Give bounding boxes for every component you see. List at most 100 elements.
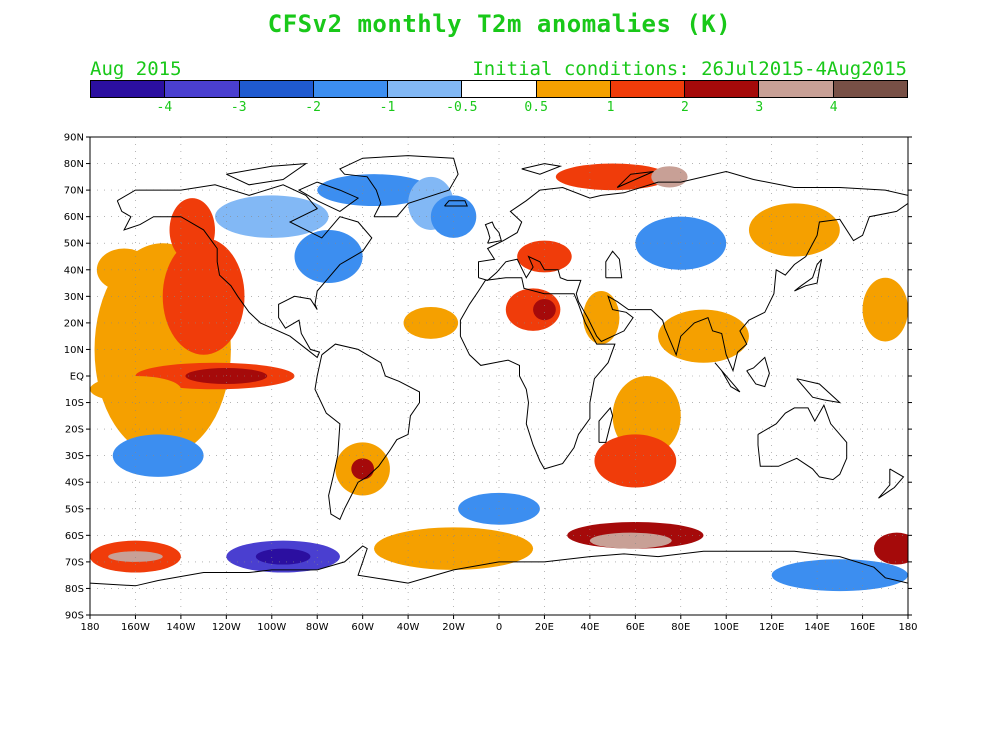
coastline (796, 378, 842, 404)
latitude-label: 70N (64, 186, 84, 197)
latitude-labels: 90N 80N 70N 60N 50N 40N 30N 20N 10N EQ 10S 20S 30S 40… (64, 133, 84, 622)
anomaly-region (583, 291, 620, 345)
colorbar-tick-label: -3 (230, 100, 247, 115)
axis-ticks (86, 136, 912, 619)
anomaly-region (403, 306, 459, 339)
anomaly-region (771, 559, 908, 592)
colorbar-swatch (833, 81, 907, 97)
colorbar-tick-label: -0.5 (446, 100, 478, 115)
coastline (598, 406, 614, 443)
anomaly-region (862, 277, 908, 342)
longitude-label: 180 (898, 622, 917, 633)
anomaly-region (651, 166, 688, 188)
longitude-label: 100W (257, 622, 286, 633)
colorbar-swatch (610, 81, 686, 97)
anomaly-region (96, 248, 152, 292)
colorbar-swatch (91, 81, 166, 97)
colorbar-swatch (536, 81, 611, 97)
anomaly-region (108, 551, 163, 562)
anomaly-region (658, 309, 749, 363)
latitude-label: 30S (65, 451, 84, 462)
anomaly-region (317, 174, 431, 207)
latitude-label: 50N (64, 239, 84, 250)
latitude-label: 40N (64, 265, 84, 276)
longitude-label: 160E (850, 622, 875, 633)
anomaly-region (594, 434, 677, 488)
longitude-label: 100E (714, 622, 739, 633)
latitude-label: 90S (65, 611, 84, 622)
latitude-label: 20S (65, 425, 84, 436)
period-label: Aug 2015 (90, 58, 182, 80)
longitude-label: 0 (496, 622, 502, 633)
colorbar-tick-label: -4 (156, 100, 173, 115)
latitude-label: 80S (65, 584, 84, 595)
anomaly-shading (90, 163, 908, 592)
colorbar-tick-label: -2 (305, 100, 321, 115)
longitude-label: 160W (121, 622, 150, 633)
anomaly-region (255, 548, 311, 565)
coastline (116, 184, 373, 359)
latitude-label: EQ (70, 372, 84, 383)
latitude-label: 90N (64, 133, 84, 144)
longitude-label: 40E (580, 622, 599, 633)
anomaly-region (533, 298, 556, 321)
colorbar-swatch (313, 81, 389, 97)
anomaly-region (555, 163, 670, 191)
colorbar-swatch (759, 81, 834, 97)
longitude-labels: 180 160W 140W 120W 100W 80W 60W 40W 20W 0 20E 40E 60… (80, 622, 917, 633)
coastline (746, 356, 770, 388)
anomaly-region (294, 229, 363, 284)
latitude-label: 60S (65, 531, 84, 542)
latitude-label: 50S (65, 504, 84, 515)
anomaly-region (430, 195, 477, 238)
coastline (521, 163, 563, 175)
longitude-label: 140E (804, 622, 829, 633)
map-title: CFSv2 monthly T2m anomalies (K) (267, 10, 732, 38)
coastline (605, 250, 623, 279)
coastlines (90, 155, 908, 587)
colorbar-labels: -4 -3 -2 -1 -0.5 0.5 1 2 3 4 (90, 100, 908, 118)
colorbar-swatch (388, 81, 463, 97)
longitude-label: 80E (671, 622, 690, 633)
anomaly-region (505, 288, 561, 331)
anomaly-region (748, 203, 840, 257)
colorbar-swatch (685, 81, 760, 97)
colorbar-tick-label: 1 (606, 100, 615, 115)
anomaly-region (635, 216, 727, 270)
latitude-label: 70S (65, 557, 84, 568)
coastline (444, 200, 468, 207)
longitude-label: 60E (626, 622, 645, 633)
coastline (757, 404, 848, 481)
coastline (794, 258, 823, 292)
longitude-label: 140W (166, 622, 195, 633)
coastline (459, 277, 616, 470)
anomaly-region (873, 532, 908, 565)
longitude-label: 80W (306, 622, 329, 633)
longitude-label: 180 (80, 622, 99, 633)
anomaly-region (589, 532, 672, 549)
coastline (714, 362, 741, 393)
coastline (297, 181, 360, 212)
colorbar-swatch (462, 81, 537, 97)
latitude-label: 60N (64, 212, 84, 223)
latitude-label: 10N (64, 345, 84, 356)
longitude-label: 20E (535, 622, 554, 633)
latitude-label: 40S (65, 478, 84, 489)
coastline (339, 155, 459, 218)
anomaly-region (351, 458, 375, 480)
coastline (478, 170, 908, 373)
longitude-label: 120E (759, 622, 784, 633)
initial-conditions-label: Initial conditions: 26Jul2015-4Aug2015 (472, 58, 907, 80)
longitude-label: 20W (442, 622, 465, 633)
anomaly-region (112, 434, 204, 477)
colorbar-swatch (165, 81, 240, 97)
colorbar-tick-label: 4 (829, 100, 838, 115)
coastline (878, 468, 905, 499)
longitude-label: 40W (397, 622, 420, 633)
latitude-label: 80N (64, 159, 84, 170)
anomaly-region (169, 198, 215, 262)
longitude-label: 60W (351, 622, 374, 633)
colorbar-tick-label: 0.5 (524, 100, 548, 115)
latitude-label: 10S (65, 398, 84, 409)
